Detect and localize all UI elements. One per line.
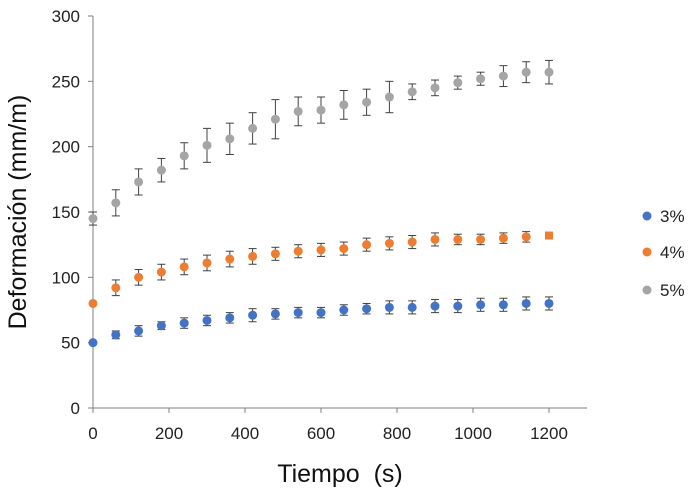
data-point [339,305,349,315]
legend-marker [642,211,652,221]
y-tick-label: 300 [52,7,80,26]
data-point [316,308,326,318]
y-tick-label: 0 [71,399,80,418]
legend: 3% 4% 5% [642,207,685,300]
data-point [521,298,531,308]
data-point [476,234,486,244]
series-5% [88,59,554,226]
y-tick-label: 200 [52,138,80,157]
data-point [88,298,98,308]
data-point [111,198,121,208]
x-axis-title: Tiempo (s) [277,460,402,488]
y-tick-label: 250 [52,72,80,91]
series-3% [88,296,554,348]
data-point [134,326,144,336]
legend-label: 4% [660,243,685,262]
data-point [339,244,349,254]
data-point [202,315,212,325]
legend-item: 4% [642,243,685,262]
data-point [545,231,553,240]
x-ticks: 0 200 400 600 800 1000 1200 [88,408,568,443]
data-point [88,338,98,348]
data-point [521,232,531,242]
data-point [384,302,394,312]
data-point [476,300,486,310]
x-tick-label: 200 [155,424,183,443]
data-point [544,298,554,308]
data-point [316,105,326,115]
series-4% [88,231,553,308]
data-point [248,251,258,261]
data-point [179,151,189,161]
x-tick-label: 0 [88,424,97,443]
data-point [111,283,121,293]
data-point [521,67,531,77]
data-point [270,249,280,259]
y-ticks: 0 50 100 150 200 250 300 [52,7,93,418]
data-point [270,309,280,319]
x-tick-label: 800 [383,424,411,443]
y-tick-label: 100 [52,268,80,287]
data-point [407,302,417,312]
data-point [293,246,303,256]
data-point [202,258,212,268]
y-tick-label: 50 [61,334,80,353]
x-tick-label: 1200 [530,424,568,443]
data-point [134,177,144,187]
data-point [407,237,417,247]
data-point [339,100,349,110]
data-point [453,234,463,244]
data-point [498,71,508,81]
data-point [270,114,280,124]
data-point [430,301,440,311]
data-point [407,87,417,97]
data-point [134,272,144,282]
legend-label: 5% [660,281,685,300]
legend-item: 5% [642,281,685,300]
data-point [430,234,440,244]
data-point [225,134,235,144]
data-point [384,92,394,102]
data-point [248,123,258,133]
data-point [498,233,508,243]
legend-item: 3% [642,207,685,226]
data-point [248,310,258,320]
data-point [362,97,372,107]
y-axis-title: Deformación (mm/m) [4,95,32,330]
legend-label: 3% [660,207,685,226]
data-point [362,304,372,314]
data-point [453,301,463,311]
data-point [225,313,235,323]
x-tick-label: 1000 [454,424,492,443]
data-point [179,318,189,328]
data-point [430,83,440,93]
data-point [293,106,303,116]
data-point [498,300,508,310]
data-point [476,74,486,84]
plot-area: 0 50 100 150 200 250 300 0 200 400 600 800 1000 1200 [52,7,587,443]
data-point [362,240,372,250]
data-point [202,140,212,150]
data-point [225,254,235,264]
data-point [111,330,121,340]
data-point [316,245,326,255]
data-point [293,308,303,318]
data-point [88,214,98,224]
legend-marker [642,247,652,257]
data-point [544,67,554,77]
series-layer [88,59,554,348]
data-point [156,267,166,277]
data-point [384,238,394,248]
data-point [453,78,463,88]
data-point [156,321,166,331]
x-tick-label: 400 [231,424,259,443]
y-tick-label: 150 [52,203,80,222]
legend-marker [642,285,652,295]
data-point [179,262,189,272]
data-point [156,165,166,175]
x-tick-label: 600 [307,424,335,443]
